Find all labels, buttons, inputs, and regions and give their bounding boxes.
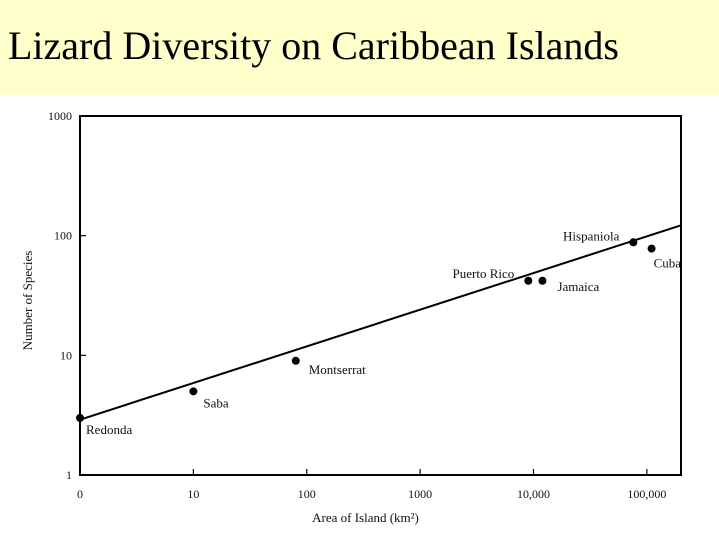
trendline bbox=[79, 224, 682, 421]
plot-frame-layer bbox=[79, 115, 682, 476]
x-tick-label: 1000 bbox=[408, 487, 432, 501]
data-point bbox=[76, 413, 84, 422]
y-tick-label: 1000 bbox=[48, 109, 72, 123]
trendline-layer bbox=[79, 224, 682, 421]
data-label-layer: Redonda Saba Montserrat Puerto Rico Jamaica H… bbox=[86, 228, 681, 437]
data-point-label: Cuba bbox=[654, 256, 682, 271]
title-banner: Lizard Diversity on Caribbean Islands bbox=[0, 0, 719, 95]
plot-frame bbox=[79, 115, 682, 476]
data-point-label: Puerto Rico bbox=[453, 266, 515, 281]
data-point bbox=[524, 276, 533, 285]
x-tick-label: 0 bbox=[77, 487, 83, 501]
data-point bbox=[629, 238, 638, 247]
x-axis-title: Area of Island (km²) bbox=[312, 510, 419, 525]
data-point-label: Redonda bbox=[86, 422, 132, 437]
data-point bbox=[538, 276, 547, 285]
y-tick-label: 100 bbox=[54, 229, 72, 243]
data-point bbox=[189, 387, 198, 396]
x-tick-label: 10,000 bbox=[517, 487, 550, 501]
slide-title: Lizard Diversity on Caribbean Islands bbox=[8, 23, 619, 68]
y-tick-label: 1 bbox=[66, 468, 72, 482]
x-tick-label: 100,000 bbox=[627, 487, 666, 501]
data-point-label: Montserrat bbox=[309, 362, 366, 377]
y-axis-title: Number of Species bbox=[20, 251, 35, 351]
data-point bbox=[647, 244, 656, 253]
data-point-label: Saba bbox=[203, 395, 229, 410]
x-tick-label: 100 bbox=[298, 487, 316, 501]
data-point-layer bbox=[76, 238, 656, 422]
y-tick-label: 10 bbox=[60, 348, 72, 362]
data-point-label: Hispaniola bbox=[563, 228, 620, 243]
x-tick-label: 10 bbox=[187, 487, 199, 501]
tick-layer: 0 10 100 1000 10,000 100,000 1 10 100 1000 bbox=[48, 109, 666, 501]
data-point-label: Jamaica bbox=[557, 279, 599, 294]
data-point bbox=[291, 356, 300, 365]
